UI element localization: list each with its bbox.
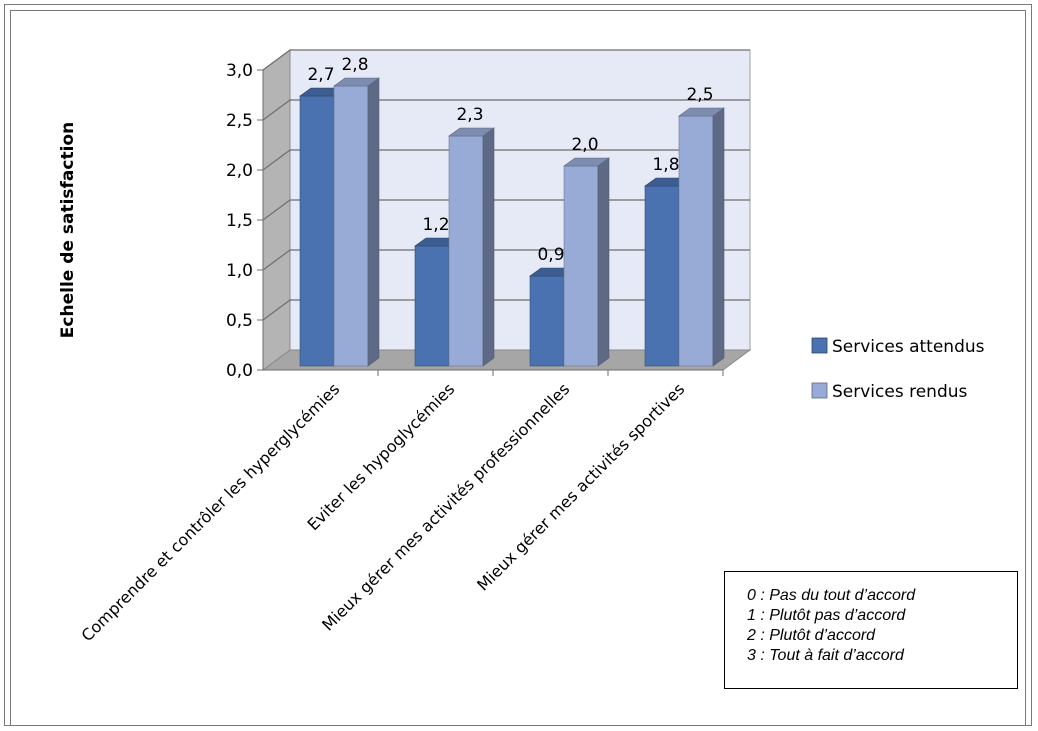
chart-legend: Services attendus Services rendus [811, 337, 985, 402]
x-category-label: Mieux gérer mes activités sportives [473, 379, 688, 594]
bar-front [678, 115, 714, 367]
bar-front [299, 95, 335, 367]
bar-top [563, 157, 610, 167]
gridline [262, 149, 750, 171]
y-axis-title: Echelle de satisfaction [58, 122, 78, 338]
chart-data-labels: 2,7 2,8 1,2 2,3 0,9 2,0 1,8 2,5 [307, 55, 713, 265]
legend-swatch [811, 337, 828, 354]
scale-legend-item: 3 : Tout à fait d’accord [747, 647, 904, 664]
data-label: 0,9 [537, 245, 564, 265]
x-category-label: Mieux gérer mes activités professionnell… [318, 379, 573, 634]
legend-swatch [811, 382, 828, 399]
gridline [262, 99, 750, 121]
legend-label: Services attendus [832, 337, 985, 357]
data-label: 2,3 [456, 105, 483, 125]
data-label: 2,0 [571, 135, 598, 155]
y-tick-label: 1,5 [226, 211, 253, 231]
bar-front [448, 135, 484, 367]
y-tick-label: 1,0 [226, 261, 253, 281]
bar-side [367, 77, 380, 367]
bar-front [563, 165, 599, 367]
data-label: 1,8 [652, 155, 679, 175]
bar-top [333, 77, 380, 87]
legend-label: Services rendus [832, 382, 968, 402]
y-tick-label: 0,5 [226, 311, 253, 331]
data-label: 1,2 [422, 215, 449, 235]
chart-outer-frame [4, 4, 1032, 726]
x-category-label: Comprendre et contrôler les hyperglycémi… [78, 379, 344, 645]
y-tick-label: 0,0 [226, 361, 253, 381]
bar-side [712, 107, 725, 367]
bar-side [482, 127, 495, 367]
data-label: 2,7 [307, 65, 334, 85]
bar-front [644, 185, 680, 367]
chart-inner-frame [10, 10, 1026, 726]
bar-top [678, 107, 725, 117]
scale-legend-item: 1 : Plutôt pas d’accord [747, 607, 906, 624]
scale-legend-item: 2 : Plutôt d’accord [747, 627, 876, 644]
y-tick-label: 2,0 [226, 161, 253, 181]
chart-bars [299, 77, 725, 367]
y-tick-label: 3,0 [226, 61, 253, 81]
bar-top [448, 127, 495, 137]
satisfaction-scale-legend: 0 : Pas du tout d’accord 1 : Plutôt pas … [724, 571, 1018, 689]
bar-front [333, 85, 369, 367]
data-label: 2,5 [686, 85, 713, 105]
y-tick-label: 2,5 [226, 111, 253, 131]
bar-front [414, 245, 450, 367]
gridline [262, 49, 750, 71]
bar-side [597, 157, 610, 367]
data-label: 2,8 [341, 55, 368, 75]
bar-front [529, 275, 565, 367]
scale-legend-item: 0 : Pas du tout d’accord [747, 587, 916, 604]
